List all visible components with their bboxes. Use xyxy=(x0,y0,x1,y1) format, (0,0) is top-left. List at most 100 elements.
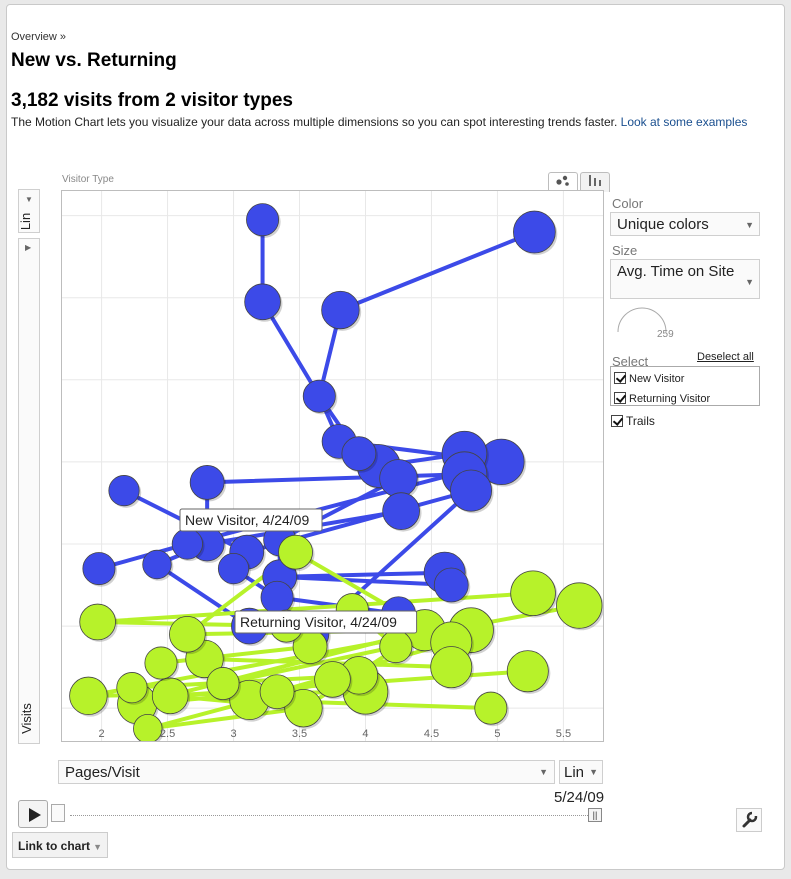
returning-visitor-option-label: Returning Visitor xyxy=(629,393,711,405)
size-max-value: 259 xyxy=(657,329,674,340)
y-metric-selector[interactable]: ▶ Visits xyxy=(18,238,40,744)
chevron-down-icon: ▼ xyxy=(745,220,754,230)
data-bubble[interactable] xyxy=(82,552,116,586)
data-bubble[interactable] xyxy=(278,534,313,570)
breadcrumb[interactable]: Overview » xyxy=(11,31,67,43)
data-bubble[interactable] xyxy=(169,615,206,653)
time-slider-thumb[interactable]: || xyxy=(588,808,602,822)
y-scale-label: Lin xyxy=(18,212,34,231)
examples-link[interactable]: Look at some examples xyxy=(620,115,748,129)
chart-description: The Motion Chart lets you visualize your… xyxy=(11,115,751,130)
x-tick-label: 4.5 xyxy=(424,728,439,740)
bar-view-tab[interactable] xyxy=(580,172,610,192)
x-metric-label: Pages/Visit xyxy=(65,764,140,781)
size-value: Avg. Time on Site xyxy=(617,263,735,280)
y-scale-selector[interactable]: ▼ Lin xyxy=(18,189,40,233)
data-bubble[interactable] xyxy=(341,436,377,472)
data-bubble[interactable] xyxy=(510,570,556,617)
data-bubble[interactable] xyxy=(430,646,473,689)
data-bubble[interactable] xyxy=(151,677,189,715)
color-value: Unique colors xyxy=(617,216,709,233)
data-bubble[interactable] xyxy=(259,674,295,710)
data-bubble[interactable] xyxy=(474,691,508,725)
color-selector[interactable]: Unique colors ▼ xyxy=(610,212,760,236)
chevron-down-icon: ▼ xyxy=(93,842,102,852)
size-scale-gauge xyxy=(617,307,667,333)
x-tick-label: 3 xyxy=(230,728,236,740)
trail-line xyxy=(277,574,454,588)
checkbox-checked-icon[interactable] xyxy=(614,392,626,404)
data-bubble[interactable] xyxy=(321,290,360,330)
x-tick-label: 2 xyxy=(99,728,105,740)
time-slider-track[interactable] xyxy=(70,815,596,816)
chevron-right-icon: ▶ xyxy=(25,243,32,252)
current-date: 5/24/09 xyxy=(554,789,605,806)
trail-line xyxy=(145,706,306,731)
speed-slider[interactable] xyxy=(51,804,65,822)
deselect-all-link[interactable]: Deselect all xyxy=(697,351,754,363)
data-bubble[interactable] xyxy=(379,459,418,498)
select-new-visitor[interactable]: New Visitor xyxy=(614,372,684,385)
data-bubble[interactable] xyxy=(142,549,172,580)
x-tick-label: 4 xyxy=(362,728,368,740)
data-bubble[interactable] xyxy=(217,553,250,585)
data-bubble[interactable] xyxy=(314,661,351,698)
data-bubble[interactable] xyxy=(189,465,225,500)
data-bubble[interactable] xyxy=(450,469,493,512)
data-bubble[interactable] xyxy=(284,688,323,728)
bubble-view-tab[interactable] xyxy=(548,172,578,192)
data-bubble[interactable] xyxy=(69,676,108,716)
x-metric-selector[interactable]: Pages/Visit ▼ xyxy=(58,760,555,784)
play-button[interactable] xyxy=(18,800,48,828)
x-tick-label: 5 xyxy=(494,728,500,740)
data-bubble[interactable] xyxy=(116,672,148,704)
trail-line xyxy=(205,472,467,485)
series-caption: Visitor Type xyxy=(62,174,114,185)
data-bubble[interactable] xyxy=(260,580,294,614)
visits-summary: 3,182 visits from 2 visitor types xyxy=(11,90,293,111)
link-to-chart-label: Link to chart xyxy=(18,839,91,853)
trails-toggle[interactable]: Trails xyxy=(611,414,655,428)
settings-button[interactable] xyxy=(736,808,762,832)
data-bubble[interactable] xyxy=(556,582,603,629)
data-bubble[interactable] xyxy=(206,667,240,701)
checkbox-checked-icon[interactable] xyxy=(611,415,623,427)
data-bubble[interactable] xyxy=(302,379,336,413)
bubble-chart[interactable]: 22.533.544.555.520406080100120140New Vis… xyxy=(62,191,603,741)
data-bubble[interactable] xyxy=(513,210,556,254)
data-bubble[interactable] xyxy=(379,630,413,664)
new-visitor-option-label: New Visitor xyxy=(629,373,685,385)
returning-visitor-tooltip-box xyxy=(234,610,418,634)
data-bubble[interactable] xyxy=(171,528,203,560)
size-selector[interactable]: Avg. Time on Site ▼ xyxy=(610,259,760,299)
chevron-down-icon: ▼ xyxy=(589,767,598,777)
data-bubble[interactable] xyxy=(79,603,116,641)
bubble-chart-icon xyxy=(556,175,569,186)
chevron-down-icon: ▼ xyxy=(745,277,754,287)
bar-chart-icon xyxy=(589,175,601,186)
page-title: New vs. Returning xyxy=(11,50,177,71)
returning-visitor-tooltip: Returning Visitor, 4/24/09 xyxy=(240,614,397,630)
x-tick-label: 3.5 xyxy=(292,728,307,740)
select-label: Select xyxy=(612,354,649,369)
checkbox-checked-icon[interactable] xyxy=(614,372,626,384)
link-to-chart-button[interactable]: Link to chart ▼ xyxy=(12,832,108,858)
chart-area[interactable]: 22.533.544.555.520406080100120140New Vis… xyxy=(61,190,604,742)
data-bubble[interactable] xyxy=(244,283,281,321)
chevron-down-icon: ▼ xyxy=(539,767,548,777)
select-returning-visitor[interactable]: Returning Visitor xyxy=(614,392,710,405)
data-bubble[interactable] xyxy=(433,567,469,603)
data-bubble[interactable] xyxy=(506,650,549,693)
trail-line xyxy=(338,230,537,313)
trails-label: Trails xyxy=(626,414,655,428)
x-tick-label: 5.5 xyxy=(556,728,571,740)
x-scale-selector[interactable]: Lin ▼ xyxy=(559,760,603,784)
entity-select-list: New Visitor Returning Visitor xyxy=(610,366,760,406)
data-bubble[interactable] xyxy=(108,475,140,507)
size-label: Size xyxy=(612,243,638,258)
data-bubble[interactable] xyxy=(144,646,178,680)
data-bubble[interactable] xyxy=(246,203,280,237)
data-bubble[interactable] xyxy=(133,713,163,741)
data-bubble[interactable] xyxy=(382,492,420,530)
x-tick-label: 2.5 xyxy=(160,728,175,740)
